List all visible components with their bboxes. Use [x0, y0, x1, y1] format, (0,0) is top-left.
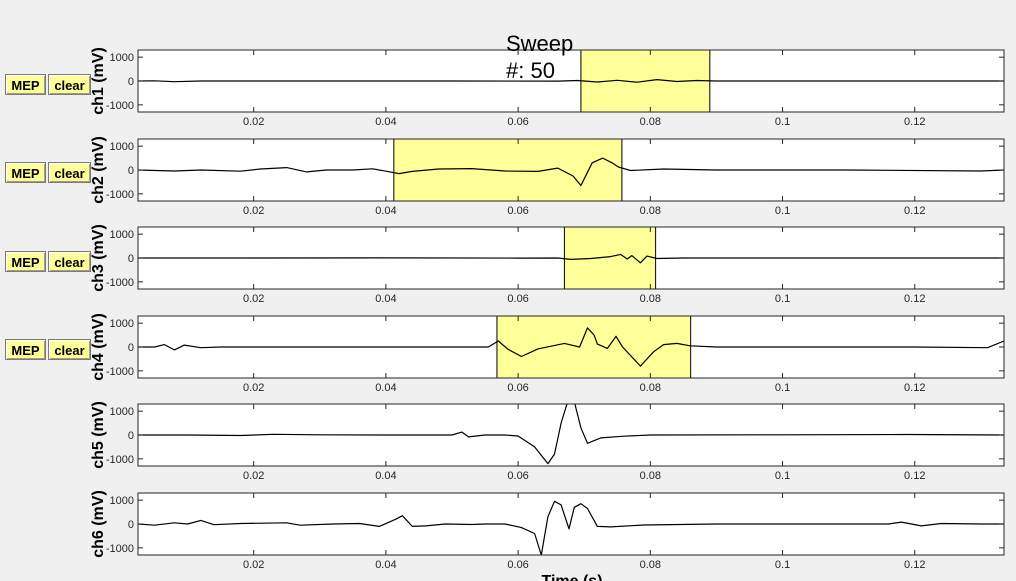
ch6-xtick-label: 0.1 [775, 559, 790, 571]
ch2-xtick-label: 0.1 [775, 205, 790, 217]
ch1-xtick-label: 0.12 [904, 116, 925, 128]
ch6-xtick-label: 0.08 [640, 559, 661, 571]
ch2-xtick-label: 0.12 [904, 205, 925, 217]
ch2-axes: 1000 0 -1000 0.02 0.04 0.06 0.08 0.1 0.12 ch2 (mV… [90, 136, 1004, 217]
ch6-axes: 1000 0 -1000 0.02 0.04 0.06 0.08 0.1 0.12 ch6 (mV… [90, 490, 1004, 571]
ch3-xtick-label: 0.08 [640, 293, 661, 305]
ch4-ytick-label: -1000 [106, 366, 134, 378]
ch3-xtick-label: 0.1 [775, 293, 790, 305]
ch2-ytick-label: 0 [128, 165, 134, 177]
ch3-axes: 1000 0 -1000 0.02 0.04 0.06 0.08 0.1 0.12 ch3 (mV… [90, 224, 1004, 305]
sweep-title: Sweep #: 50 [506, 30, 573, 84]
ch5-xtick-label: 0.02 [243, 470, 264, 482]
ch5-xtick-label: 0.08 [640, 470, 661, 482]
ch6-ylabel: ch6 (mV) [90, 490, 107, 558]
ch1-xtick-label: 0.06 [507, 116, 528, 128]
ch3-ytick-label: -1000 [106, 277, 134, 289]
ch4-axes: 1000 0 -1000 0.02 0.04 0.06 0.08 0.1 0.12 ch4 (mV… [90, 313, 1004, 394]
ch4-xtick-label: 0.04 [375, 382, 396, 394]
ch3-ytick-label: 1000 [110, 229, 134, 241]
ch4-response-window [497, 316, 691, 378]
ch6-ytick-label: -1000 [106, 543, 134, 555]
ch4-mep-button[interactable]: MEP [5, 339, 46, 360]
ch2-xtick-label: 0.08 [640, 205, 661, 217]
ch4-xtick-label: 0.02 [243, 382, 264, 394]
ch4-xtick-label: 0.08 [640, 382, 661, 394]
ch2-mep-button[interactable]: MEP [5, 162, 46, 183]
ch6-xtick-label: 0.12 [904, 559, 925, 571]
ch5-xtick-label: 0.1 [775, 470, 790, 482]
ch5-xtick-label: 0.06 [507, 470, 528, 482]
ch1-xtick-label: 0.04 [375, 116, 396, 128]
ch4-xtick-label: 0.12 [904, 382, 925, 394]
sweep-title-line1: Sweep [506, 31, 573, 56]
ch2-ytick-label: 1000 [110, 141, 134, 153]
ch1-xtick-label: 0.08 [640, 116, 661, 128]
ch4-xtick-label: 0.06 [507, 382, 528, 394]
ch1-ytick-label: 1000 [110, 52, 134, 64]
ch5-axes: 1000 0 -1000 0.02 0.04 0.06 0.08 0.1 0.12 ch5 (mV… [90, 401, 1004, 482]
ch6-ytick-label: 0 [128, 519, 134, 531]
ch4-xtick-label: 0.1 [775, 382, 790, 394]
ch4-clear-button[interactable]: clear [48, 339, 91, 360]
ch5-ytick-label: 1000 [110, 406, 134, 418]
ch3-ytick-label: 0 [128, 253, 134, 265]
ch1-ylabel: ch1 (mV) [90, 47, 107, 115]
ch5-xtick-label: 0.12 [904, 470, 925, 482]
x-axis-label: Time (s) [541, 573, 602, 581]
ch6-xtick-label: 0.02 [243, 559, 264, 571]
ch3-xtick-label: 0.04 [375, 293, 396, 305]
ch1-xtick-label: 0.02 [243, 116, 264, 128]
ch1-mep-button[interactable]: MEP [5, 74, 46, 95]
ch4-ytick-label: 0 [128, 342, 134, 354]
ch6-xtick-label: 0.06 [507, 559, 528, 571]
ch3-response-window [564, 227, 655, 289]
ch2-xtick-label: 0.04 [375, 205, 396, 217]
ch5-ytick-label: -1000 [106, 454, 134, 466]
ch3-xtick-label: 0.06 [507, 293, 528, 305]
ch2-ylabel: ch2 (mV) [90, 136, 107, 204]
ch3-xtick-label: 0.12 [904, 293, 925, 305]
ch6-ytick-label: 1000 [110, 495, 134, 507]
ch5-xtick-label: 0.04 [375, 470, 396, 482]
ch3-xtick-label: 0.02 [243, 293, 264, 305]
ch1-xtick-label: 0.1 [775, 116, 790, 128]
ch2-ytick-label: -1000 [106, 189, 134, 201]
ch4-ytick-label: 1000 [110, 318, 134, 330]
ch5-ytick-label: 0 [128, 430, 134, 442]
ch3-mep-button[interactable]: MEP [5, 251, 46, 272]
ch5-ylabel: ch5 (mV) [90, 401, 107, 469]
ch3-ylabel: ch3 (mV) [90, 224, 107, 292]
ch1-ytick-label: -1000 [106, 100, 134, 112]
ch2-clear-button[interactable]: clear [48, 162, 91, 183]
ch4-ylabel: ch4 (mV) [90, 313, 107, 381]
sweep-title-line2: #: 50 [506, 58, 555, 83]
ch2-xtick-label: 0.06 [507, 205, 528, 217]
ch1-ytick-label: 0 [128, 76, 134, 88]
ch3-clear-button[interactable]: clear [48, 251, 91, 272]
ch1-clear-button[interactable]: clear [48, 74, 91, 95]
ch2-xtick-label: 0.02 [243, 205, 264, 217]
ch6-xtick-label: 0.04 [375, 559, 396, 571]
